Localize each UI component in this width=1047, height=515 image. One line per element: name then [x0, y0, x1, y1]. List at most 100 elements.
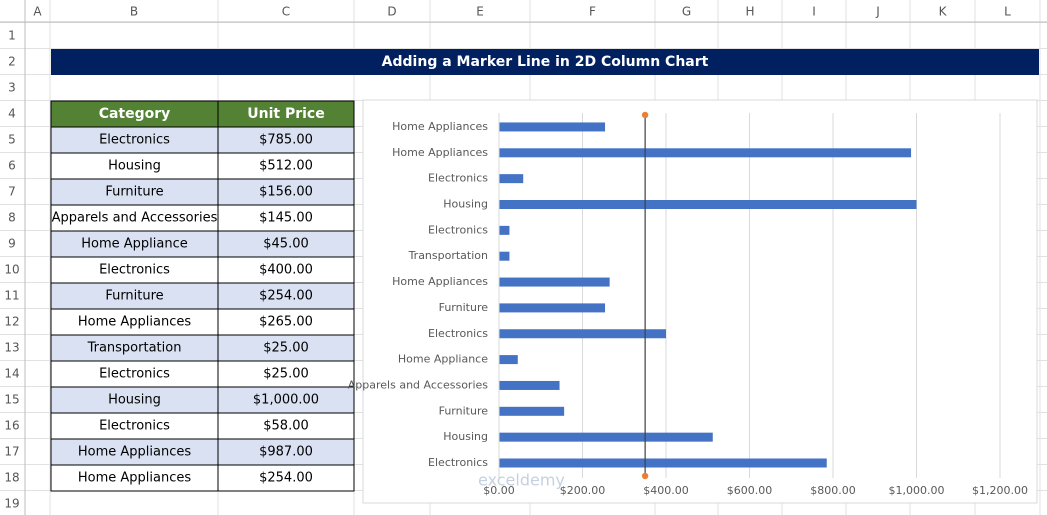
table-text: Electronics — [99, 367, 170, 382]
row-header: 17 — [4, 445, 19, 459]
table-cell — [50, 386, 219, 414]
y-tick-label: Electronics — [428, 223, 488, 236]
row-header: 14 — [4, 367, 19, 381]
table-header-cell — [217, 100, 355, 128]
table-cell — [217, 438, 355, 466]
column-header: E — [476, 5, 484, 19]
y-tick-label: Furniture — [439, 404, 489, 417]
row-header: 18 — [4, 471, 19, 485]
column-header: L — [1004, 5, 1011, 19]
row-header: 9 — [8, 237, 16, 251]
table-text: Housing — [108, 393, 161, 408]
row-header: 8 — [8, 211, 16, 225]
y-tick-label: Apparels and Accessories — [348, 378, 488, 391]
x-tick-label: $1,000.00 — [889, 484, 945, 497]
bar — [499, 277, 610, 287]
table-text: Electronics — [99, 133, 170, 148]
table-text: $45.00 — [263, 237, 309, 252]
table-text: $58.00 — [263, 419, 309, 434]
column-header: A — [33, 5, 42, 19]
row-header: 3 — [8, 81, 16, 95]
table-header: Category — [99, 106, 171, 122]
table-text: $25.00 — [263, 341, 309, 356]
table-text: Home Appliances — [78, 445, 191, 460]
table-cell — [217, 334, 355, 362]
table-cell — [50, 282, 219, 310]
row-header: 19 — [4, 497, 19, 511]
table-cell — [50, 412, 219, 440]
row-header: 16 — [4, 419, 19, 433]
column-header: C — [282, 5, 290, 19]
table-cell — [50, 360, 219, 388]
table-header: Unit Price — [247, 106, 324, 122]
bar — [499, 303, 606, 313]
table-cell — [217, 386, 355, 414]
table-cell — [217, 360, 355, 388]
column-header: G — [682, 5, 691, 19]
table-cell — [217, 282, 355, 310]
table-text: $987.00 — [259, 445, 313, 460]
table-header-cell — [50, 100, 219, 128]
y-tick-label: Electronics — [428, 327, 488, 340]
bar — [499, 200, 917, 209]
row-header: 15 — [4, 393, 19, 407]
row-header: 13 — [4, 341, 19, 355]
table-text: Home Appliances — [78, 315, 191, 330]
table-cell — [50, 334, 219, 362]
y-tick-label: Housing — [443, 430, 488, 443]
x-tick-label: $200.00 — [560, 484, 606, 497]
y-tick-label: Furniture — [439, 301, 489, 314]
table-cell — [217, 126, 355, 154]
table-cell — [50, 204, 219, 232]
y-tick-label: Electronics — [428, 456, 488, 469]
table-text: Furniture — [105, 289, 163, 304]
row-header: 6 — [8, 159, 16, 173]
table-text: $1,000.00 — [253, 393, 319, 408]
bar — [499, 225, 510, 235]
watermark: exceldemy — [478, 471, 565, 490]
row-header: 5 — [8, 133, 16, 147]
bar — [499, 174, 524, 184]
table-text: $145.00 — [259, 211, 313, 226]
bar — [499, 251, 510, 261]
column-header: B — [130, 5, 138, 19]
table-cell — [217, 152, 355, 180]
table-text: $512.00 — [259, 159, 313, 174]
bar — [499, 329, 666, 339]
table-cell — [217, 204, 355, 232]
title-banner — [51, 49, 1039, 75]
row-header: 1 — [8, 29, 16, 43]
table-text: $265.00 — [259, 315, 313, 330]
table-cell — [50, 464, 219, 492]
table-cell — [50, 308, 219, 336]
table-text: Home Appliances — [78, 471, 191, 486]
bar — [499, 122, 606, 132]
bar — [499, 355, 518, 365]
row-header: 4 — [8, 107, 16, 121]
y-tick-label: Home Appliance — [398, 353, 488, 366]
table-text: $785.00 — [259, 133, 313, 148]
column-header: I — [812, 5, 816, 19]
y-tick-label: Electronics — [428, 172, 488, 185]
table-text: Electronics — [99, 263, 170, 278]
table-cell — [217, 308, 355, 336]
y-tick-label: Home Appliances — [392, 275, 488, 288]
column-header: H — [745, 5, 754, 19]
table-text: Housing — [108, 159, 161, 174]
bar — [499, 380, 560, 390]
row-header: 7 — [8, 185, 16, 199]
table-text: Home Appliance — [81, 237, 188, 252]
column-header: F — [589, 5, 596, 19]
x-tick-label: $600.00 — [727, 484, 773, 497]
y-tick-label: Transportation — [408, 249, 488, 262]
x-tick-label: $800.00 — [810, 484, 856, 497]
x-tick-label: $1,200.00 — [972, 484, 1028, 497]
table-text: $254.00 — [259, 471, 313, 486]
row-header: 11 — [4, 289, 19, 303]
marker-point — [641, 472, 649, 480]
column-header: J — [875, 5, 880, 19]
table-text: $25.00 — [263, 367, 309, 382]
column-header: K — [939, 5, 948, 19]
